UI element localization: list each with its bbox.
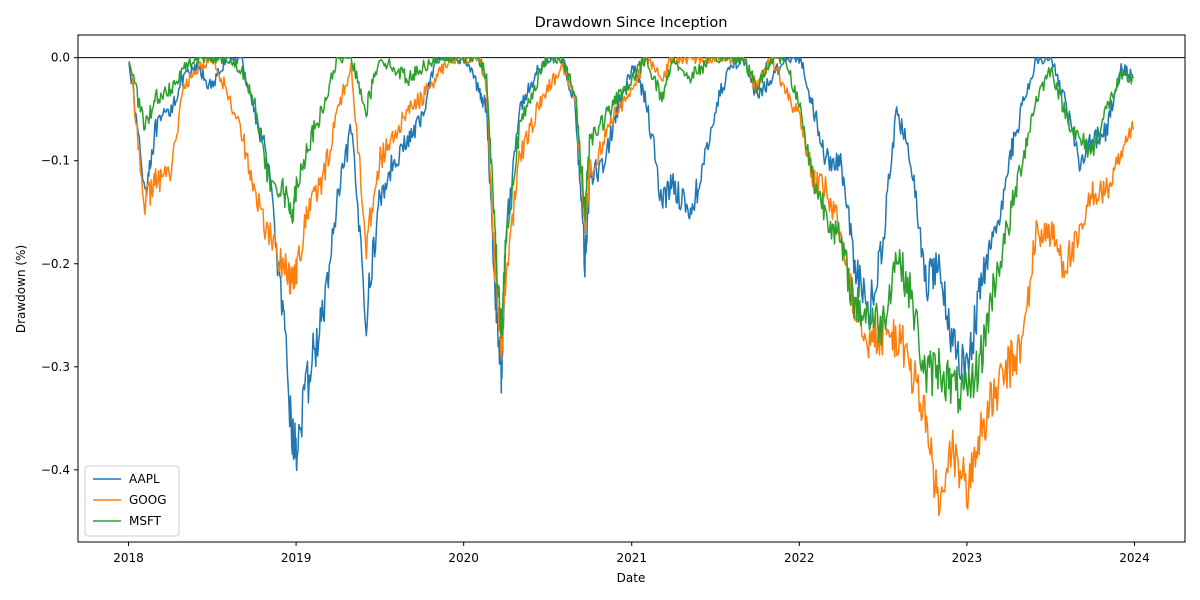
legend-label-goog: GOOG bbox=[129, 493, 167, 507]
series-line-aapl bbox=[128, 56, 1134, 472]
x-tick-label-2024: 2024 bbox=[1119, 551, 1150, 565]
y-tick-label-−0.2: −0.2 bbox=[41, 257, 70, 271]
x-tick-label-2018: 2018 bbox=[113, 551, 144, 565]
series-line-goog bbox=[128, 56, 1134, 517]
legend-box bbox=[84, 465, 180, 537]
series-line-msft bbox=[128, 56, 1134, 414]
x-tick-label-2020: 2020 bbox=[448, 551, 479, 565]
x-tick-label-2019: 2019 bbox=[281, 551, 312, 565]
x-axis-title: Date bbox=[617, 571, 646, 585]
x-tick-label-2021: 2021 bbox=[616, 551, 647, 565]
legend-label-msft: MSFT bbox=[129, 514, 162, 528]
y-axis-title: Drawdown (%) bbox=[14, 245, 28, 333]
y-tick-label-−0.3: −0.3 bbox=[41, 360, 70, 374]
x-tick-label-2022: 2022 bbox=[784, 551, 815, 565]
y-tick-label-−0.4: −0.4 bbox=[41, 463, 70, 477]
chart-title: Drawdown Since Inception bbox=[535, 15, 728, 31]
y-tick-label-0.0: 0.0 bbox=[51, 51, 70, 65]
legend-label-aapl: AAPL bbox=[129, 472, 160, 486]
y-tick-label-−0.1: −0.1 bbox=[41, 154, 70, 168]
plot-area: 2018 2019 2020 2021 2022 2023 2024 0.0 −0.1 −0.2 −… bbox=[41, 34, 1186, 565]
x-tick-label-2023: 2023 bbox=[952, 551, 983, 565]
